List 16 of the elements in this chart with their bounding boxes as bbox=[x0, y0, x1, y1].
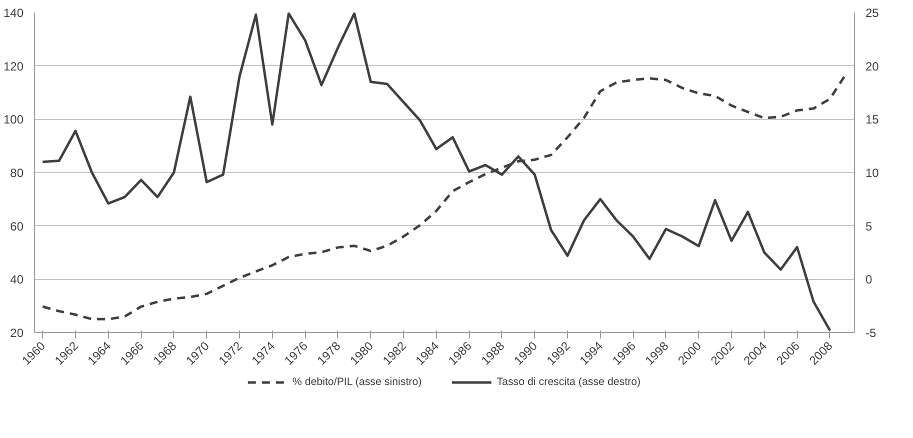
y-tick-label: 80 bbox=[10, 166, 24, 180]
y2-tick-label: 5 bbox=[866, 219, 872, 234]
y2-tick-label: 10 bbox=[866, 166, 880, 180]
y-tick-label: 40 bbox=[10, 272, 24, 287]
y-tick-label: 140 bbox=[3, 6, 24, 20]
y-tick-label: 120 bbox=[3, 59, 24, 74]
y2-tick-label: -5 bbox=[866, 326, 876, 340]
y2-tick-label: 20 bbox=[866, 59, 880, 74]
legend-label: Tasso di crescita (asse destro) bbox=[496, 376, 641, 388]
y-tick-label: 20 bbox=[10, 326, 24, 340]
y-tick-label: 100 bbox=[3, 112, 24, 127]
legend-label: % debito/PIL (asse sinistro) bbox=[292, 376, 422, 388]
y2-tick-label: 25 bbox=[866, 6, 880, 20]
y2-tick-label: 15 bbox=[866, 112, 880, 127]
y-tick-label: 60 bbox=[10, 219, 24, 234]
y2-tick-label: 0 bbox=[866, 272, 872, 287]
